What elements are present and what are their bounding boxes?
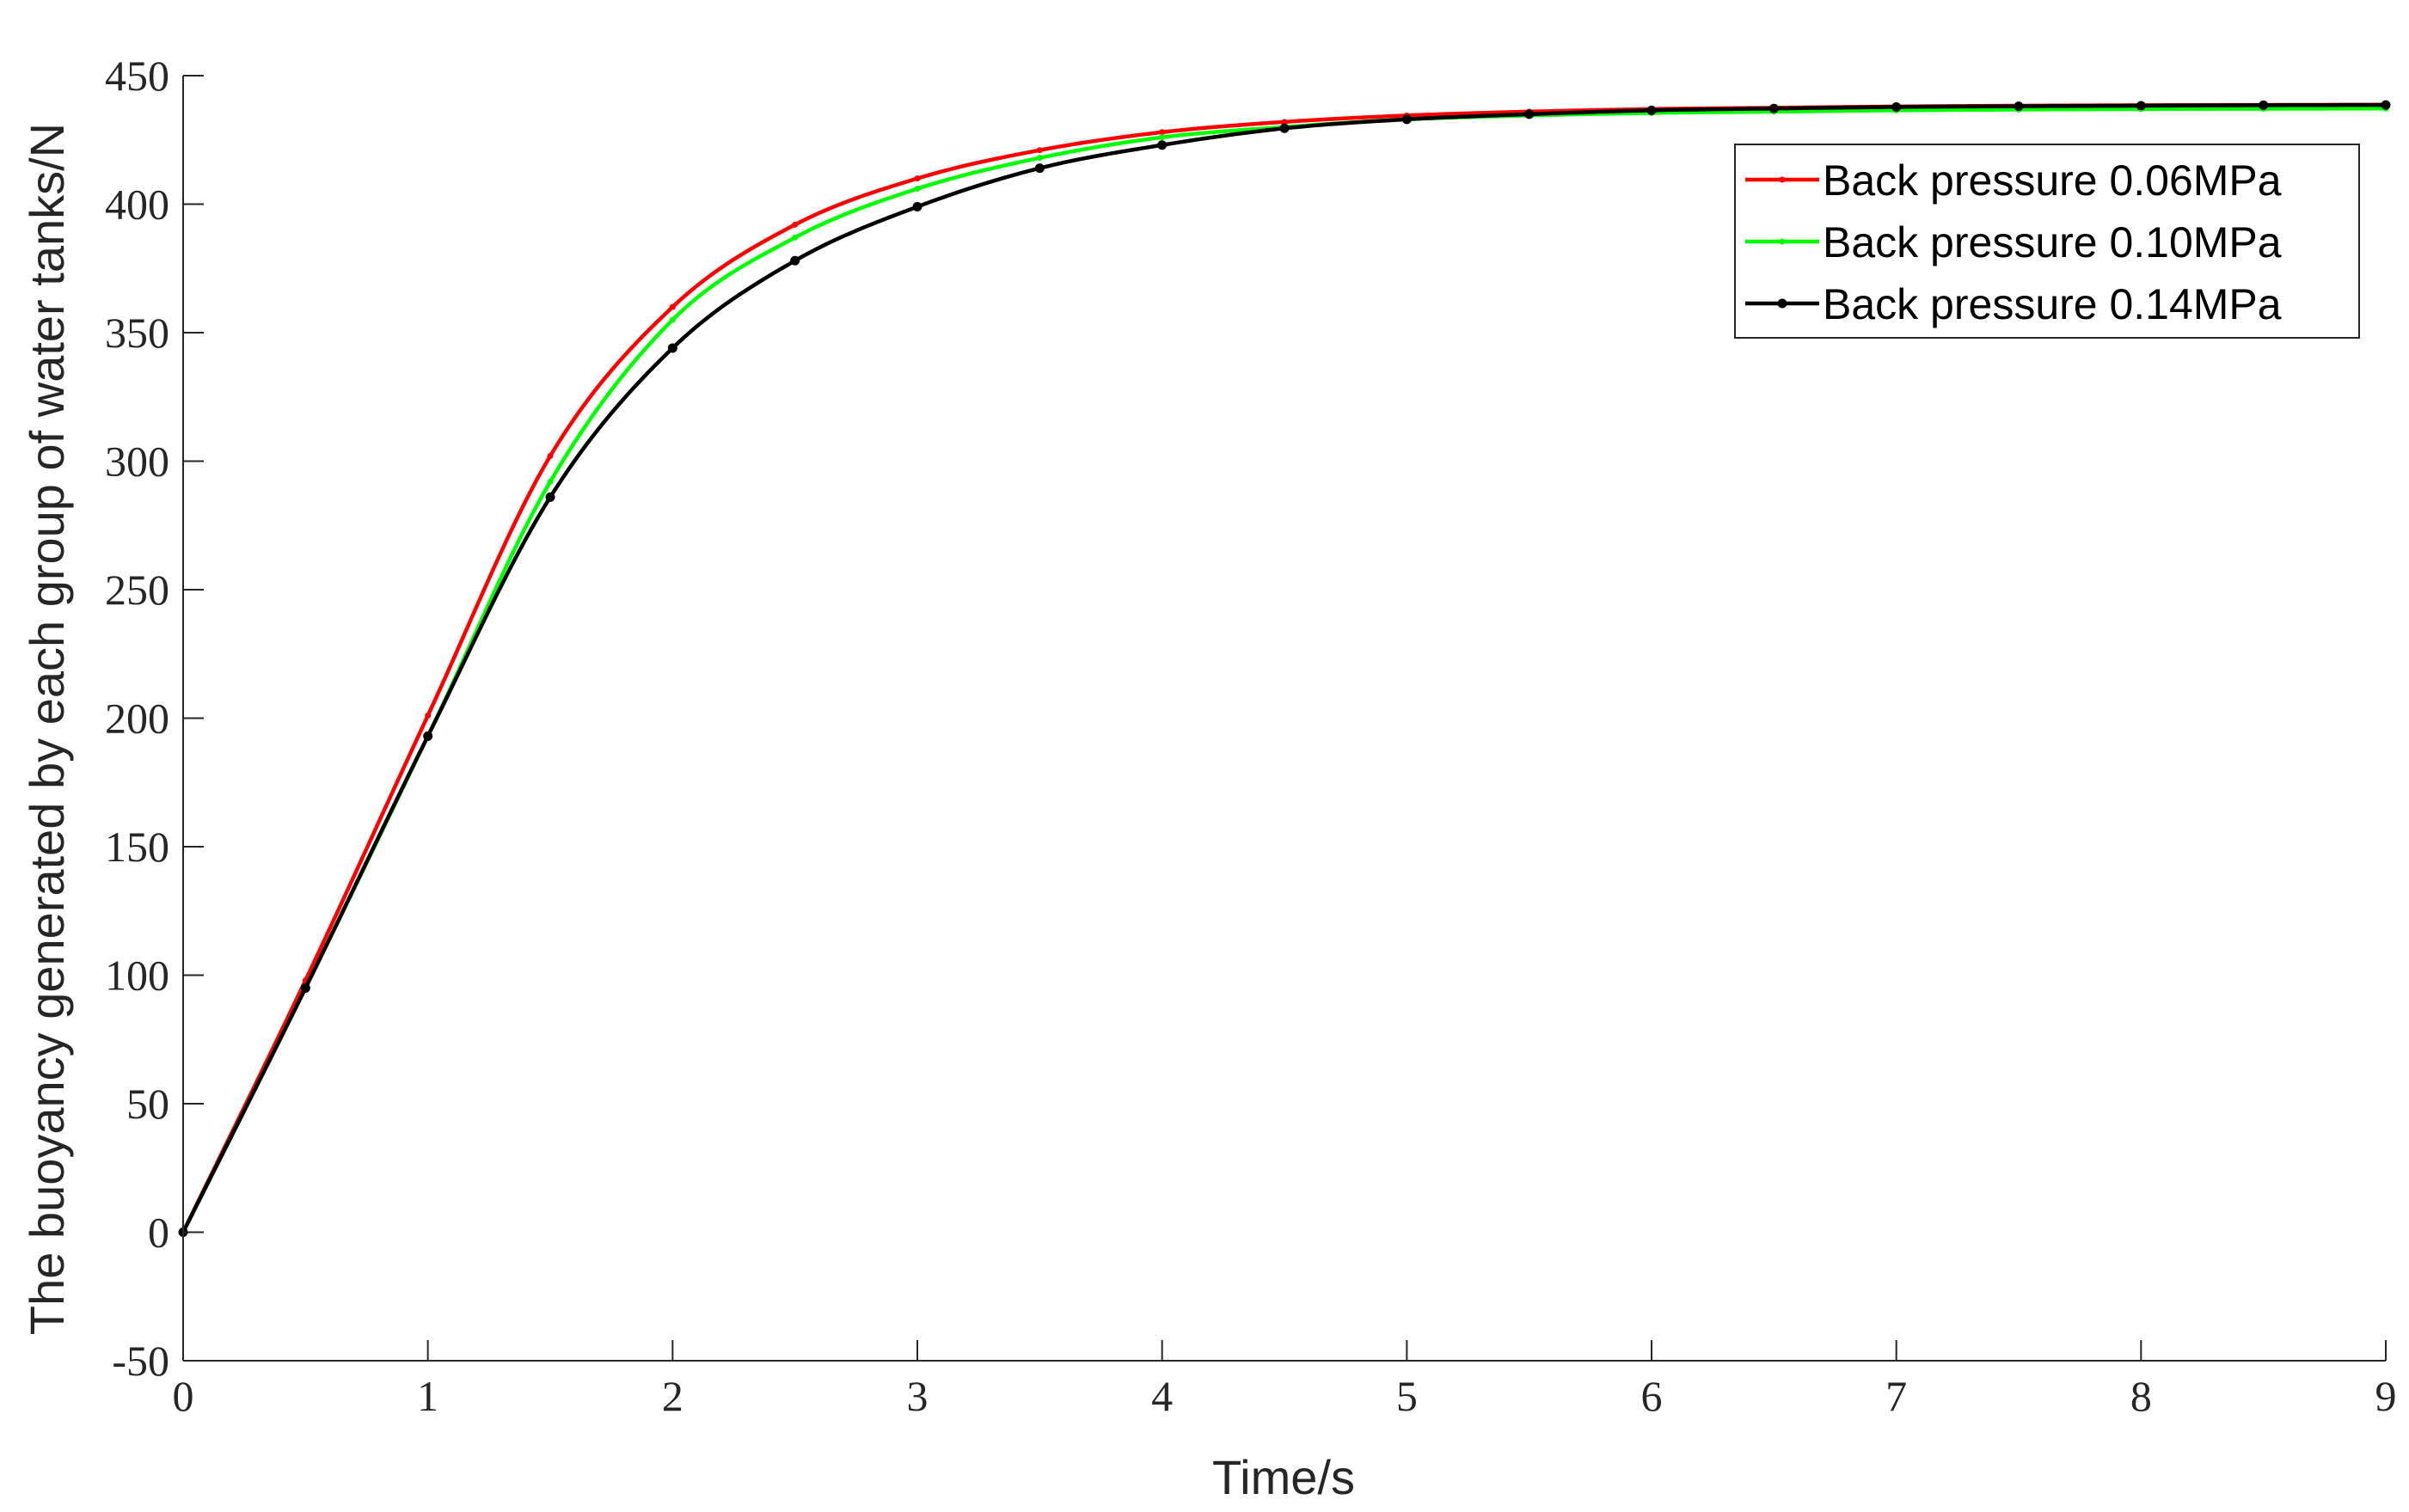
data-point [1157, 140, 1168, 150]
x-tick-label: 7 [1885, 1372, 1907, 1420]
data-point [2014, 101, 2024, 112]
data-point [1279, 123, 1290, 133]
data-point [1159, 129, 1166, 136]
data-point [2381, 100, 2391, 110]
y-tick-label: 250 [105, 566, 169, 614]
y-tick-label: 300 [105, 438, 169, 486]
data-point [1036, 147, 1043, 154]
legend-item: Back pressure 0.10MPa [1745, 218, 2282, 266]
y-tick-label: 350 [105, 309, 169, 357]
data-point [300, 982, 310, 993]
x-tick-label: 6 [1641, 1372, 1663, 1420]
y-tick-label: 50 [126, 1080, 169, 1128]
y-tick-label: 450 [105, 52, 169, 100]
x-tick-label: 9 [2375, 1372, 2397, 1420]
data-point [1646, 105, 1657, 115]
data-point [790, 255, 800, 266]
x-tick-label: 3 [907, 1372, 929, 1420]
data-point [425, 713, 432, 719]
y-tick-label: 400 [105, 181, 169, 229]
legend-item: Back pressure 0.14MPa [1745, 280, 2282, 328]
legend-label: Back pressure 0.06MPa [1823, 156, 2282, 205]
y-tick-label: 100 [105, 952, 169, 1000]
legend-box [1734, 144, 2360, 339]
legend: Back pressure 0.06MPa Back pressure 0.10M… [1734, 144, 2360, 339]
series-2 [178, 100, 2391, 1237]
data-point [547, 453, 554, 460]
data-point [669, 303, 676, 310]
y-axis-label: The buoyancy generated by each group of … [20, 123, 74, 1335]
data-point [1281, 119, 1288, 125]
data-point [2259, 100, 2269, 110]
data-point [792, 221, 799, 228]
x-tick-label: 0 [173, 1372, 194, 1420]
legend-swatch-marker [1779, 238, 1786, 245]
data-point [914, 175, 921, 182]
y-tick-label: 200 [105, 695, 169, 743]
y-tick-label: 150 [105, 823, 169, 871]
data-point [423, 731, 433, 741]
data-point [1768, 103, 1779, 113]
data-point [669, 316, 676, 323]
data-point [1401, 114, 1412, 125]
legend-swatch-marker [1779, 176, 1786, 183]
x-tick-label: 2 [662, 1372, 683, 1420]
x-axis-label: Time/s [1212, 1450, 1355, 1504]
legend-swatch-marker [1777, 298, 1787, 309]
data-point [792, 234, 799, 241]
data-point [912, 201, 923, 211]
x-tick-label: 4 [1151, 1372, 1173, 1420]
data-point [545, 492, 555, 502]
data-point [547, 478, 554, 485]
data-point [2136, 101, 2146, 111]
data-point [1159, 134, 1166, 141]
legend-label: Back pressure 0.14MPa [1823, 280, 2282, 328]
x-tick-label: 8 [2130, 1372, 2152, 1420]
data-point [914, 186, 921, 193]
x-tick-label: 1 [417, 1372, 438, 1420]
data-point [1891, 101, 1902, 112]
series-layer [178, 100, 2391, 1237]
legend-label: Back pressure 0.10MPa [1823, 218, 2282, 266]
data-point [1524, 109, 1535, 119]
data-point [1034, 163, 1045, 174]
data-point [1036, 155, 1043, 162]
data-point [667, 343, 677, 353]
y-tick-label: -50 [112, 1337, 169, 1385]
y-tick-label: 0 [148, 1209, 169, 1257]
x-tick-label: 5 [1396, 1372, 1418, 1420]
legend-item: Back pressure 0.06MPa [1745, 156, 2282, 205]
